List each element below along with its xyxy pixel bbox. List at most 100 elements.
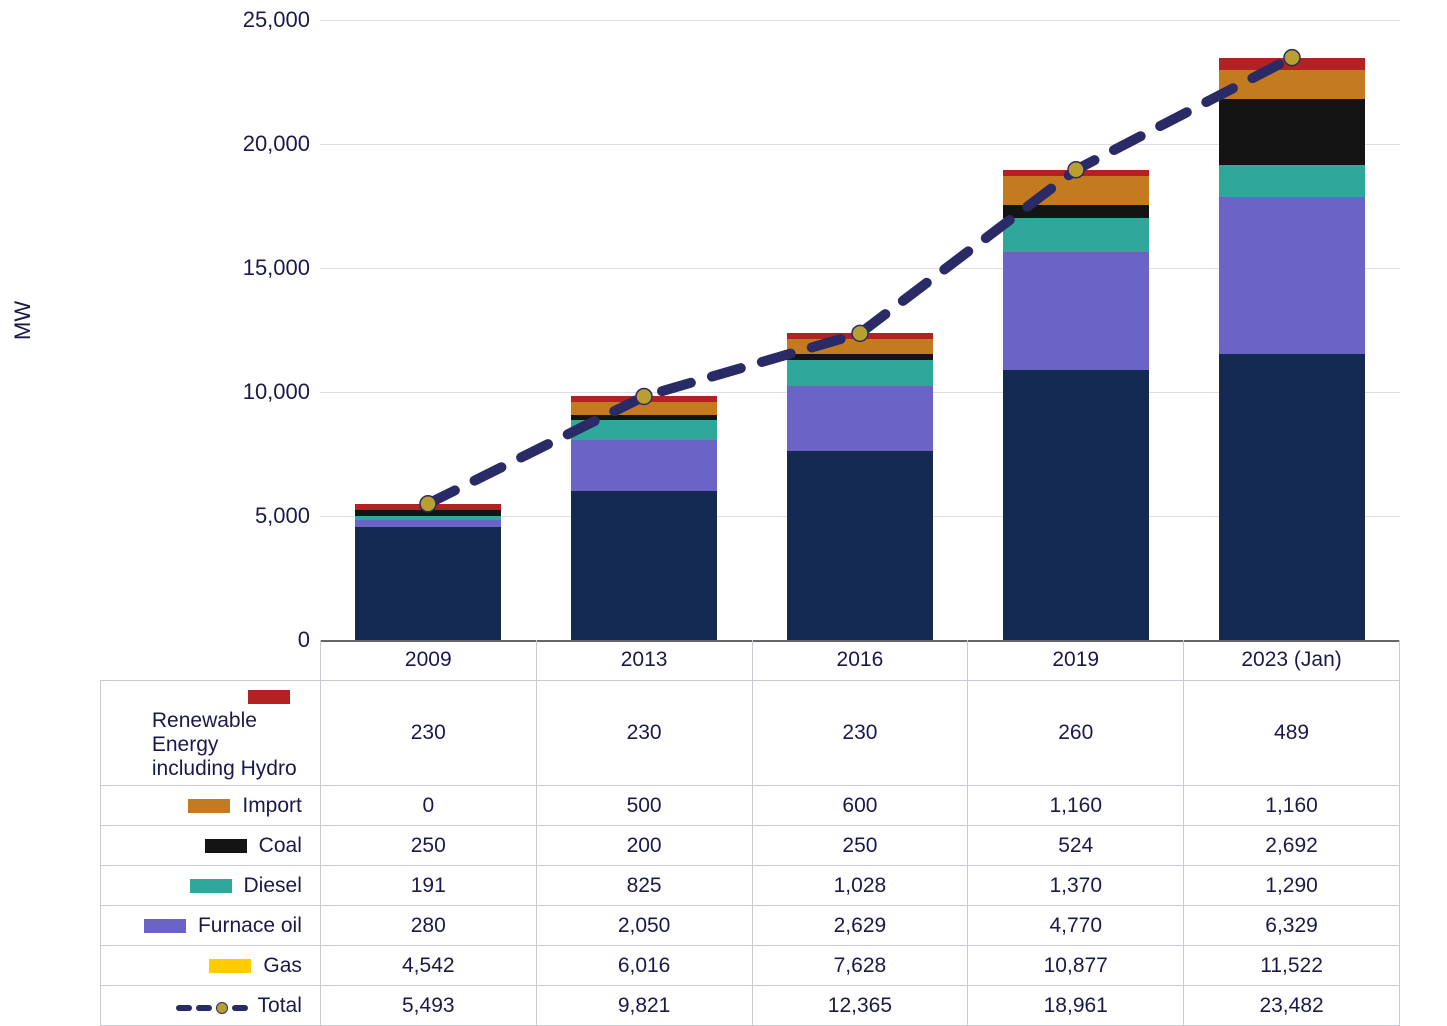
bar-stack: [571, 396, 718, 640]
legend-swatch: [248, 690, 290, 704]
table-row: Furnace oil2802,0502,6294,7706,329: [101, 906, 1400, 946]
year-header: 2019: [968, 640, 1184, 680]
bar-slot: [968, 20, 1184, 640]
bar-segment-diesel: [571, 420, 718, 440]
dash-icon: [232, 1005, 248, 1011]
data-table: 20092013201620192023 (Jan)Renewable Ener…: [100, 640, 1400, 1026]
data-cell: 230: [752, 680, 968, 786]
legend-cell-import: Import: [101, 786, 321, 826]
year-header: 2016: [752, 640, 968, 680]
legend-label: Furnace oil: [198, 914, 302, 938]
data-cell: 11,522: [1184, 946, 1400, 986]
data-cell: 500: [536, 786, 752, 826]
bar-slot: [1184, 20, 1400, 640]
legend-cell-diesel: Diesel: [101, 866, 321, 906]
bar-slot: [752, 20, 968, 640]
bar-segment-diesel: [1003, 218, 1150, 252]
data-cell: 9,821: [536, 986, 752, 1026]
bar-stack: [787, 333, 934, 640]
bar-slot: [320, 20, 536, 640]
bar-stack: [1003, 170, 1150, 640]
data-cell: 1,290: [1184, 866, 1400, 906]
table-row: Gas4,5426,0167,62810,87711,522: [101, 946, 1400, 986]
data-cell: 250: [752, 826, 968, 866]
year-header: 2009: [320, 640, 536, 680]
data-cell: 1,028: [752, 866, 968, 906]
legend-label: Import: [242, 794, 302, 818]
bar-segment-renewable: [1219, 58, 1366, 70]
data-cell: 600: [752, 786, 968, 826]
bar-segment-import: [1003, 176, 1150, 205]
data-cell: 230: [320, 680, 536, 786]
table-row: Coal2502002505242,692: [101, 826, 1400, 866]
legend-label: Renewable Energy including Hydro: [152, 709, 302, 781]
bar-segment-gas: [787, 451, 934, 640]
bar-segment-import: [571, 402, 718, 414]
bar-segment-diesel: [1219, 165, 1366, 197]
dash-icon: [196, 1005, 212, 1011]
legend-cell-total: Total: [101, 986, 321, 1026]
bar-segment-furnace: [571, 440, 718, 491]
bar-segment-furnace: [787, 386, 934, 451]
bar-segment-coal: [1003, 205, 1150, 218]
data-cell: 200: [536, 826, 752, 866]
table-row: Import05006001,1601,160: [101, 786, 1400, 826]
data-cell: 4,542: [320, 946, 536, 986]
legend-label: Diesel: [244, 874, 302, 898]
legend-swatch: [205, 839, 247, 853]
bar-segment-coal: [1219, 99, 1366, 166]
year-header: 2023 (Jan): [1184, 640, 1400, 680]
y-tick-label: 10,000: [220, 379, 310, 405]
data-cell: 250: [320, 826, 536, 866]
y-tick-label: 25,000: [220, 7, 310, 33]
bar-segment-gas: [1219, 354, 1366, 640]
data-cell: 5,493: [320, 986, 536, 1026]
bar-segment-gas: [1003, 370, 1150, 640]
legend-label: Total: [258, 994, 302, 1018]
legend-swatch: [144, 919, 186, 933]
data-cell: 191: [320, 866, 536, 906]
data-cell: 6,329: [1184, 906, 1400, 946]
bars-container: [320, 20, 1400, 640]
bar-slot: [536, 20, 752, 640]
data-cell: 4,770: [968, 906, 1184, 946]
data-cell: 2,050: [536, 906, 752, 946]
bar-segment-gas: [571, 491, 718, 640]
data-cell: 280: [320, 906, 536, 946]
data-cell: 7,628: [752, 946, 968, 986]
y-tick-label: 15,000: [220, 255, 310, 281]
table-row: Renewable Energy including Hydro23023023…: [101, 680, 1400, 786]
data-cell: 230: [536, 680, 752, 786]
data-cell: 2,692: [1184, 826, 1400, 866]
chart-region: 05,00010,00015,00020,00025,000: [320, 20, 1400, 640]
bar-segment-import: [1219, 70, 1366, 99]
bar-segment-furnace: [1003, 252, 1150, 370]
data-cell: 1,370: [968, 866, 1184, 906]
legend-total-icon: [176, 1002, 248, 1014]
dash-icon: [176, 1005, 192, 1011]
table-row-total: Total 5,4939,82112,36518,96123,482: [101, 986, 1400, 1026]
bar-stack: [1219, 58, 1366, 640]
data-cell: 524: [968, 826, 1184, 866]
bar-segment-import: [787, 339, 934, 354]
data-cell: 23,482: [1184, 986, 1400, 1026]
dot-icon: [216, 1002, 228, 1014]
data-cell: 18,961: [968, 986, 1184, 1026]
y-tick-label: 5,000: [220, 503, 310, 529]
data-cell: 260: [968, 680, 1184, 786]
table-blank-cell: [101, 640, 321, 680]
legend-cell-coal: Coal: [101, 826, 321, 866]
legend-label: Coal: [259, 834, 302, 858]
data-cell: 6,016: [536, 946, 752, 986]
bar-segment-diesel: [787, 360, 934, 385]
table-row: Diesel1918251,0281,3701,290: [101, 866, 1400, 906]
legend-cell-furnace: Furnace oil: [101, 906, 321, 946]
data-cell: 12,365: [752, 986, 968, 1026]
bar-segment-furnace: [1219, 197, 1366, 354]
bar-segment-furnace: [355, 520, 502, 527]
data-cell: 0: [320, 786, 536, 826]
y-axis-label: MW: [10, 301, 36, 340]
data-cell: 1,160: [968, 786, 1184, 826]
legend-cell-gas: Gas: [101, 946, 321, 986]
year-header: 2013: [536, 640, 752, 680]
